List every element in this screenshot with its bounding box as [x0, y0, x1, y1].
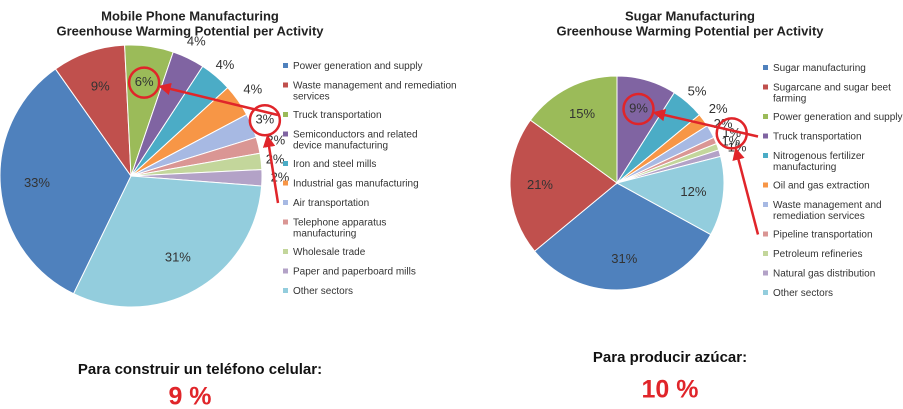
highlight-circle	[127, 66, 161, 99]
legend-swatch	[763, 114, 768, 119]
legend-label: Truck transportation	[293, 110, 382, 121]
caption-value: 10 %	[642, 376, 699, 404]
data-label: 9%	[629, 100, 648, 115]
highlight-arrow	[652, 108, 759, 138]
legend-swatch	[283, 112, 288, 117]
legend-label: Air transportation	[293, 198, 369, 209]
legend-swatch	[283, 82, 288, 88]
legend-label: Wholesale trade	[293, 247, 366, 258]
caption-value: 9 %	[168, 383, 211, 409]
legend-swatch	[763, 84, 768, 90]
legend-label: Power generation and supply	[773, 112, 903, 123]
legend-swatch	[283, 268, 288, 274]
legend-label: Natural gas distribution	[773, 268, 875, 279]
legend-label: Waste management and remediation services	[293, 80, 457, 102]
pie-slice	[72, 175, 263, 308]
legend-label: Industrial gas manufacturing	[293, 178, 419, 189]
legend-label: Pipeline transportation	[773, 229, 873, 240]
legend-label: Oil and gas extraction	[773, 180, 870, 191]
data-label: 1%	[721, 133, 740, 148]
legend-swatch	[763, 251, 768, 256]
legend-label: Semiconductors and related device manufac…	[293, 129, 418, 151]
data-label: 4%	[243, 82, 262, 97]
data-label: 33%	[24, 175, 50, 190]
data-label: 5%	[688, 84, 707, 99]
chart-title: Mobile Phone Manufacturing	[101, 8, 279, 23]
legend-swatch	[763, 231, 768, 237]
data-label: 9%	[91, 78, 110, 93]
data-label: 31%	[611, 251, 637, 266]
data-label: 4%	[187, 34, 206, 49]
legend-swatch	[763, 270, 768, 276]
data-label: 12%	[680, 184, 706, 199]
legend-label: Paper and paperboard mills	[293, 266, 416, 277]
legend-swatch	[763, 182, 768, 188]
highlight-arrow	[732, 147, 760, 235]
chart-title: Greenhouse Warming Potential per Activit…	[556, 23, 824, 38]
legend-swatch	[283, 288, 288, 293]
legend-swatch	[763, 202, 768, 207]
legend-label: Telephone apparatus manufacturing	[293, 217, 386, 239]
data-label: 2%	[709, 101, 728, 116]
chart-title: Greenhouse Warming Potential per Activit…	[56, 23, 324, 38]
pie-slice	[615, 155, 725, 236]
legend-label: Iron and steel mills	[293, 159, 376, 170]
pie-slice	[509, 119, 618, 252]
highlight-circle	[715, 117, 748, 150]
legend-label: Other sectors	[773, 288, 833, 299]
data-label: 2%	[266, 151, 285, 166]
legend-swatch	[283, 219, 288, 225]
legend-label: Nitrogenous fertilizer manufacturing	[773, 151, 865, 173]
legend-swatch	[283, 200, 288, 205]
legend-label: Waste management and remediation services	[773, 200, 882, 222]
chart-title: Sugar Manufacturing	[625, 8, 755, 23]
legend-swatch	[283, 63, 288, 68]
legend-swatch	[283, 249, 288, 254]
highlight-arrow	[158, 82, 279, 117]
pie-slice	[533, 182, 712, 291]
data-label: 15%	[569, 106, 595, 121]
legend-swatch	[763, 290, 768, 295]
pie-slice	[529, 75, 618, 184]
data-label: 21%	[527, 177, 553, 192]
data-label: 31%	[165, 249, 191, 264]
legend-swatch	[763, 153, 768, 158]
legend-swatch	[283, 161, 288, 166]
caption: Para construir un teléfono celular:	[78, 361, 322, 378]
data-label: 6%	[135, 74, 154, 89]
legend-label: Power generation and supply	[293, 61, 423, 72]
legend-label: Sugarcane and sugar beet farming	[773, 82, 891, 104]
data-label: 3%	[255, 112, 274, 127]
legend-label: Petroleum refineries	[773, 249, 862, 260]
legend-label: Truck transportation	[773, 131, 862, 142]
legend-swatch	[283, 180, 288, 186]
legend-swatch	[283, 131, 288, 137]
legend-label: Sugar manufacturing	[773, 63, 866, 74]
data-label: 4%	[216, 57, 235, 72]
pie-slice	[0, 68, 132, 295]
caption: Para producir azúcar:	[593, 349, 747, 366]
legend-swatch	[763, 133, 768, 139]
legend-label: Other sectors	[293, 286, 353, 297]
highlight-arrow	[262, 134, 280, 204]
legend-swatch	[763, 65, 768, 70]
